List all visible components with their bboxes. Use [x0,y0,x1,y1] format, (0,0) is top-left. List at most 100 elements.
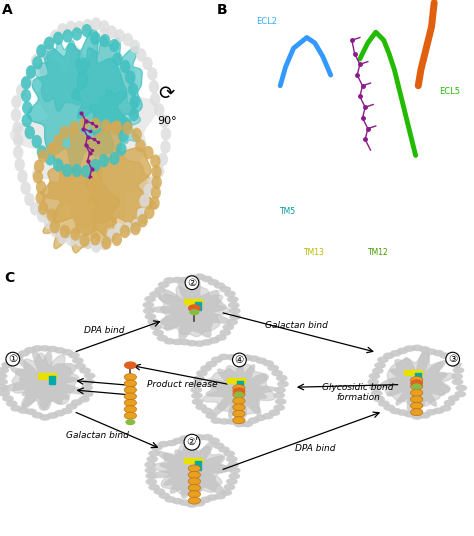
Polygon shape [324,159,330,161]
Circle shape [229,467,241,474]
Polygon shape [278,108,285,111]
Polygon shape [247,157,255,159]
Polygon shape [423,102,430,105]
Circle shape [132,219,142,232]
Text: B: B [217,3,227,17]
Bar [227,377,245,383]
Polygon shape [271,213,274,216]
Polygon shape [463,117,465,120]
Polygon shape [313,235,320,239]
Polygon shape [281,73,287,77]
Circle shape [149,291,161,297]
Circle shape [219,329,231,336]
Circle shape [145,313,156,320]
Polygon shape [373,81,380,84]
Polygon shape [288,178,289,181]
Polygon shape [407,77,409,80]
Circle shape [50,220,60,234]
Polygon shape [447,131,451,134]
Polygon shape [285,140,290,142]
Polygon shape [420,123,424,126]
Text: DPA bind: DPA bind [295,444,336,453]
Polygon shape [310,62,313,64]
Polygon shape [312,221,319,224]
Polygon shape [242,216,246,219]
Circle shape [61,407,73,414]
Circle shape [22,75,33,88]
Polygon shape [395,121,402,124]
Polygon shape [35,41,89,111]
Polygon shape [243,148,248,151]
Polygon shape [319,224,327,227]
Polygon shape [429,81,436,84]
Polygon shape [283,155,289,159]
Circle shape [191,392,203,399]
Text: TM12: TM12 [368,248,389,257]
Polygon shape [317,122,325,124]
Polygon shape [219,187,227,190]
Circle shape [189,305,200,311]
Polygon shape [391,238,393,241]
Polygon shape [364,128,370,131]
Polygon shape [371,103,379,106]
Circle shape [90,232,100,245]
Polygon shape [219,102,226,105]
Polygon shape [273,86,280,89]
Circle shape [188,485,201,491]
Circle shape [226,354,238,361]
Circle shape [234,354,245,361]
Bar [49,376,55,384]
Polygon shape [271,216,273,219]
Polygon shape [392,193,398,197]
Circle shape [79,234,90,247]
Text: ②: ② [187,278,197,288]
Polygon shape [252,114,258,117]
Polygon shape [243,125,249,128]
Circle shape [66,21,76,34]
Polygon shape [458,188,464,190]
Circle shape [24,347,36,353]
Polygon shape [398,108,405,111]
Polygon shape [391,115,392,118]
Polygon shape [363,108,365,111]
Circle shape [45,152,55,166]
Polygon shape [38,166,119,253]
Polygon shape [215,238,218,241]
Polygon shape [310,81,312,85]
Polygon shape [428,90,435,93]
Circle shape [450,361,462,368]
Polygon shape [256,120,260,123]
Circle shape [439,353,451,359]
Polygon shape [371,203,379,205]
Polygon shape [292,187,300,189]
Polygon shape [285,145,290,147]
Circle shape [188,497,201,504]
Polygon shape [393,235,400,238]
Circle shape [191,386,202,393]
Circle shape [190,310,199,315]
Bar [184,299,202,304]
Polygon shape [370,125,378,128]
Circle shape [149,80,159,93]
Polygon shape [312,79,319,81]
Polygon shape [452,157,459,159]
Polygon shape [446,219,448,221]
Polygon shape [457,210,463,213]
Polygon shape [426,138,433,142]
Circle shape [397,410,409,416]
Polygon shape [242,170,247,173]
Polygon shape [396,146,403,150]
Circle shape [62,164,72,177]
Circle shape [90,117,100,131]
Circle shape [426,348,437,355]
Text: DPA bind: DPA bind [84,326,125,336]
Polygon shape [276,159,283,162]
Circle shape [146,473,157,479]
Polygon shape [420,147,425,151]
Circle shape [369,384,381,391]
Polygon shape [271,190,273,193]
Circle shape [410,376,423,384]
Polygon shape [285,164,292,167]
Circle shape [255,358,267,364]
Polygon shape [363,219,365,222]
